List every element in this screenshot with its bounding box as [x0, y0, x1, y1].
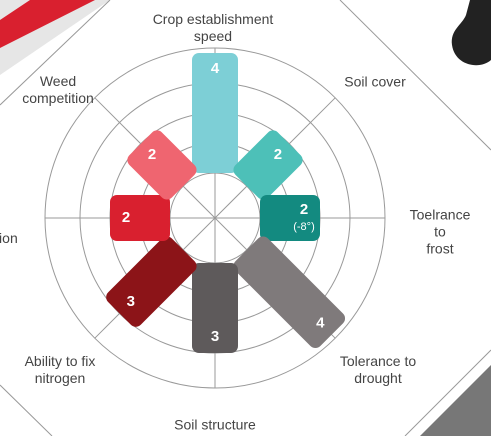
value-label: 4 — [211, 60, 220, 77]
value-label: 2 — [300, 201, 308, 218]
category-label: Weed competition — [22, 73, 94, 107]
category-label: Soil structure — [174, 417, 256, 434]
corner-shape — [420, 365, 491, 436]
value-label: 3 — [211, 328, 219, 345]
value-label: 4 — [316, 314, 325, 331]
bar-group — [260, 195, 320, 241]
frost-note: (-8°) — [293, 221, 315, 233]
bar-group — [110, 195, 170, 241]
bar — [110, 195, 170, 241]
category-label: Ability to fix nitrogen — [25, 353, 96, 387]
bar — [260, 195, 320, 241]
frame-line — [0, 385, 52, 436]
bar-group — [231, 234, 348, 351]
bar — [231, 234, 348, 351]
value-label: 2 — [274, 146, 282, 163]
value-label: 3 — [127, 293, 135, 310]
category-label: Tolerance to drought — [340, 353, 416, 387]
category-label: Soil cover — [344, 74, 405, 91]
category-label: Grass suppression — [0, 213, 18, 247]
fruit-icon — [452, 0, 491, 65]
value-label: 2 — [122, 209, 130, 226]
category-label: Toelrance to frost — [410, 207, 471, 258]
category-label: Crop establishment speed — [153, 11, 274, 45]
page: 4 2 2 (-8°) 4 3 3 2 2 Crop establishment speed So… — [0, 0, 491, 436]
value-label: 2 — [148, 146, 156, 163]
